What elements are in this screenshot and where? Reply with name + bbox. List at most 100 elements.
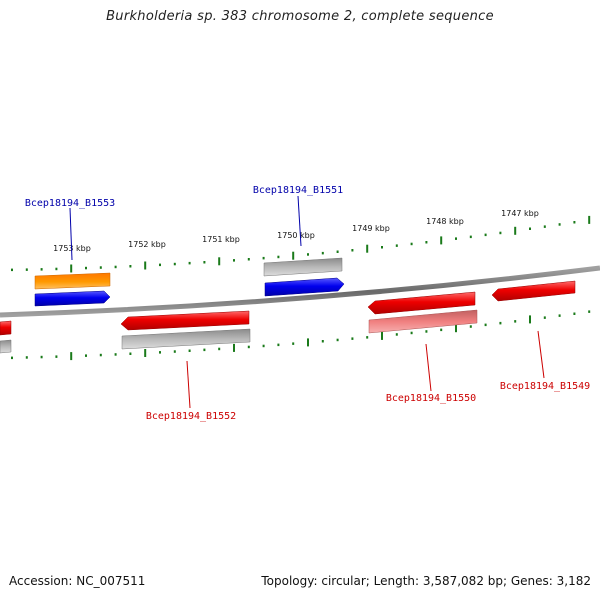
gene-feature-bcep18194-b1552[interactable]	[120, 310, 250, 331]
outer-tick-ruler	[11, 215, 591, 273]
major-tick	[529, 315, 531, 324]
minor-tick	[247, 258, 250, 261]
major-tick	[307, 338, 309, 347]
minor-tick	[114, 353, 117, 356]
gene-feature-bcep18194-b1551[interactable]	[264, 277, 345, 297]
minor-tick	[366, 336, 369, 339]
minor-tick	[307, 253, 309, 256]
map-title: Burkholderia sp. 383 chromosome 2, compl…	[106, 9, 494, 24]
scale-label-1751: 1751 kbp	[202, 235, 240, 244]
minor-tick	[247, 345, 250, 349]
minor-tick	[173, 262, 176, 266]
scale-label-1752: 1752 kbp	[128, 240, 166, 249]
minor-tick	[558, 223, 561, 226]
minor-tick	[25, 268, 28, 271]
minor-tick	[233, 259, 235, 262]
minor-tick	[321, 251, 324, 255]
genome-summary-text: Topology: circular; Length: 3,587,082 bp…	[261, 574, 591, 588]
major-tick	[233, 343, 235, 352]
gene-feature-gray-upper[interactable]	[263, 257, 343, 277]
minor-tick	[499, 321, 502, 325]
gene-label-b1549[interactable]: Bcep18194_B1549	[500, 381, 590, 392]
major-tick	[292, 251, 295, 260]
minor-tick	[262, 256, 265, 260]
minor-tick	[588, 310, 591, 313]
minor-tick	[351, 249, 354, 252]
minor-tick	[573, 221, 576, 224]
major-tick	[144, 261, 147, 270]
minor-tick	[484, 233, 487, 237]
accession-text: Accession: NC_007511	[9, 574, 146, 588]
leader-line-b1550	[425, 343, 432, 392]
scale-label-1747: 1747 kbp	[501, 209, 539, 218]
gene-feature-bcep18194-b1553[interactable]	[34, 290, 111, 307]
minor-tick	[40, 268, 43, 271]
minor-tick	[395, 333, 398, 336]
major-tick	[381, 331, 383, 340]
minor-tick	[469, 325, 472, 328]
minor-tick	[55, 267, 58, 271]
leader-line-b1553	[69, 207, 73, 261]
gene-feature-gray-left-edge[interactable]	[0, 339, 12, 354]
chromosome-backbone	[0, 265, 600, 318]
major-tick	[514, 226, 517, 235]
minor-tick	[11, 268, 13, 272]
major-tick	[366, 244, 369, 253]
scale-label-1748: 1748 kbp	[426, 217, 464, 226]
minor-tick	[395, 244, 398, 247]
gene-feature-red-left-edge[interactable]	[0, 320, 12, 336]
minor-tick	[40, 355, 43, 359]
minor-tick	[543, 225, 546, 228]
minor-tick	[25, 356, 28, 359]
minor-tick	[469, 235, 472, 239]
minor-tick	[484, 323, 487, 327]
minor-tick	[262, 344, 265, 348]
gene-feature-bcep18194-b1550[interactable]	[367, 291, 476, 315]
gene-label-b1550[interactable]: Bcep18194_B1550	[386, 393, 476, 404]
minor-tick	[99, 266, 102, 269]
gene-label-b1553[interactable]: Bcep18194_B1553	[25, 198, 115, 209]
gene-feature-orange[interactable]	[34, 272, 111, 290]
major-tick	[440, 236, 443, 245]
minor-tick	[218, 347, 221, 351]
minor-tick	[336, 250, 339, 253]
leader-line-b1551	[297, 195, 302, 247]
minor-tick	[573, 312, 576, 315]
gene-feature-bcep18194-b1549[interactable]	[491, 280, 576, 302]
minor-tick	[173, 350, 176, 353]
minor-tick	[277, 255, 280, 259]
minor-tick	[203, 348, 206, 352]
minor-tick	[529, 227, 531, 230]
minor-tick	[188, 349, 191, 352]
minor-tick	[85, 266, 87, 270]
minor-tick	[336, 338, 339, 342]
gene-feature-light-red[interactable]	[368, 309, 478, 334]
minor-tick	[188, 261, 191, 265]
minor-tick	[159, 263, 161, 267]
minor-tick	[114, 265, 117, 269]
minor-tick	[85, 354, 87, 357]
inner-tick-ruler	[11, 310, 591, 361]
major-tick	[218, 257, 221, 266]
minor-tick	[277, 343, 280, 347]
minor-tick	[99, 353, 102, 357]
gene-label-b1551[interactable]: Bcep18194_B1551	[253, 185, 343, 196]
minor-tick	[440, 328, 443, 332]
scale-label-1750: 1750 kbp	[277, 231, 315, 240]
leader-line-b1549	[537, 330, 545, 379]
gene-feature-gray-lower[interactable]	[121, 328, 251, 350]
minor-tick	[410, 331, 413, 335]
minor-tick	[351, 337, 354, 340]
minor-tick	[203, 261, 206, 264]
major-tick	[588, 215, 591, 224]
minor-tick	[55, 355, 58, 358]
gene-label-b1552[interactable]: Bcep18194_B1552	[146, 411, 236, 422]
minor-tick	[321, 340, 324, 343]
minor-tick	[425, 241, 428, 244]
minor-tick	[558, 314, 561, 317]
major-tick	[70, 264, 73, 273]
major-tick	[70, 352, 73, 361]
minor-tick	[11, 356, 13, 360]
minor-tick	[410, 242, 413, 246]
